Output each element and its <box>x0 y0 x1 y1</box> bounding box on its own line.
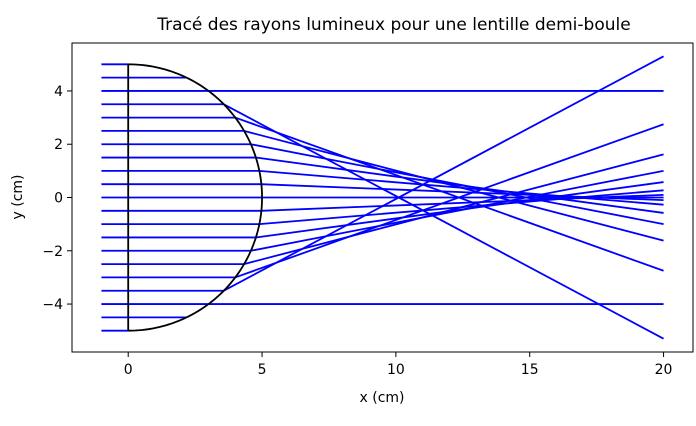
x-axis-ticks: 0 5 10 15 20 <box>124 352 673 378</box>
x-tick-label: 15 <box>521 362 539 378</box>
y-tick-label: −2 <box>42 244 63 260</box>
lens-layer <box>127 63 263 332</box>
x-axis-label: x (cm) <box>360 390 405 406</box>
chart-title: Tracé des rayons lumineux pour une lenti… <box>156 15 630 35</box>
y-axis-ticks: −4 −2 0 2 4 <box>42 84 72 313</box>
plot-area <box>101 55 664 340</box>
y-tick-label: 0 <box>54 191 63 207</box>
y-tick-label: −4 <box>42 297 63 313</box>
lens-curved-face <box>128 63 263 332</box>
x-tick-label: 0 <box>124 362 133 378</box>
x-tick-label: 10 <box>387 362 405 378</box>
y-tick-label: 4 <box>54 84 63 100</box>
x-tick-label: 20 <box>655 362 673 378</box>
x-tick-label: 5 <box>258 362 267 378</box>
y-tick-label: 2 <box>54 137 63 153</box>
y-axis-label: y (cm) <box>10 175 26 220</box>
